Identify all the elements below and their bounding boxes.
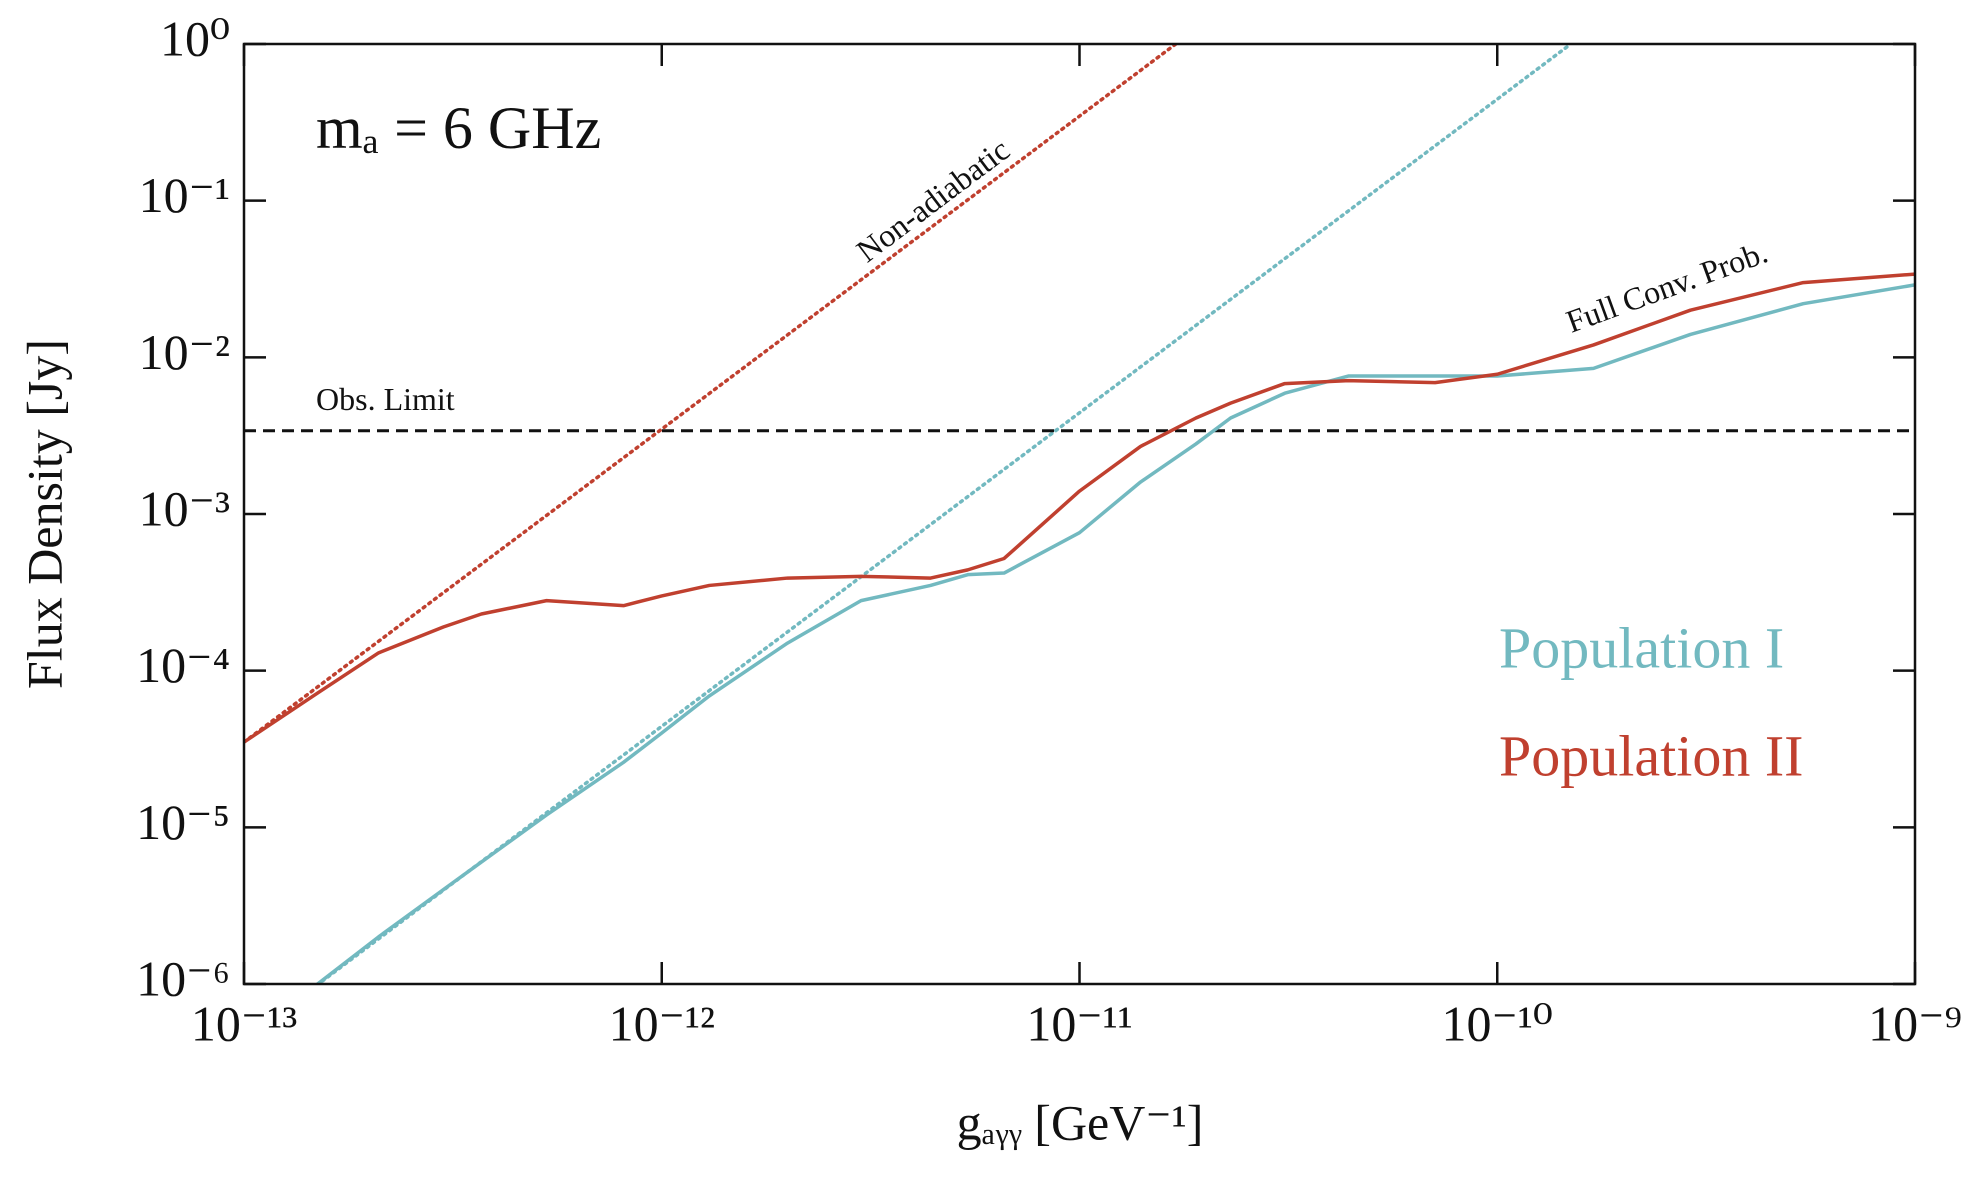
legend-entry: Population II xyxy=(1499,723,1803,788)
obs-limit-label: Obs. Limit xyxy=(316,381,455,417)
x-tick-label: 10⁻¹² xyxy=(609,995,715,1051)
plot-area xyxy=(244,44,1915,984)
y-tick-label: 10⁻⁵ xyxy=(136,794,230,850)
legend-entry: Population I xyxy=(1499,615,1784,680)
y-tick-label: 10⁻⁶ xyxy=(136,950,230,1006)
y-tick-label: 10⁰ xyxy=(160,10,230,66)
y-tick-label: 10⁻⁴ xyxy=(136,637,230,693)
x-tick-label: 10⁻¹³ xyxy=(191,995,297,1051)
plot-frame xyxy=(242,42,1917,986)
full-conv-label: Full Conv. Prob. xyxy=(1561,234,1772,340)
x-tick-label: 10⁻¹⁰ xyxy=(1442,995,1553,1051)
nonadiabatic-line xyxy=(244,44,1178,744)
nonadiabatic-label: Non-adiabatic xyxy=(850,131,1016,269)
x-axis-label: gₐᵧᵧ [GeV⁻¹] xyxy=(957,1094,1204,1150)
y-tick-label: 10⁻¹ xyxy=(139,167,230,223)
y-axis-label: Flux Density [Jy] xyxy=(16,339,72,689)
x-tick-label: 10⁻¹¹ xyxy=(1026,995,1132,1051)
annotation: mₐ = 6 GHz xyxy=(316,95,601,161)
y-tick-label: 10⁻³ xyxy=(139,480,230,536)
x-tick-label: 10⁻⁹ xyxy=(1868,995,1962,1051)
series-line xyxy=(244,272,1915,744)
y-tick-label: 10⁻² xyxy=(139,324,230,380)
